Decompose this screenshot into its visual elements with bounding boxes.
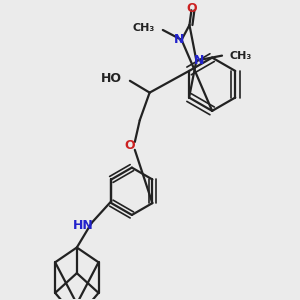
Text: O: O — [124, 140, 135, 152]
Text: N: N — [173, 33, 184, 46]
Text: CH₃: CH₃ — [230, 51, 252, 61]
Text: N: N — [194, 54, 205, 67]
Text: O: O — [186, 2, 197, 15]
Text: HO: HO — [101, 72, 122, 85]
Text: HN: HN — [73, 219, 94, 232]
Text: CH₃: CH₃ — [133, 23, 155, 33]
